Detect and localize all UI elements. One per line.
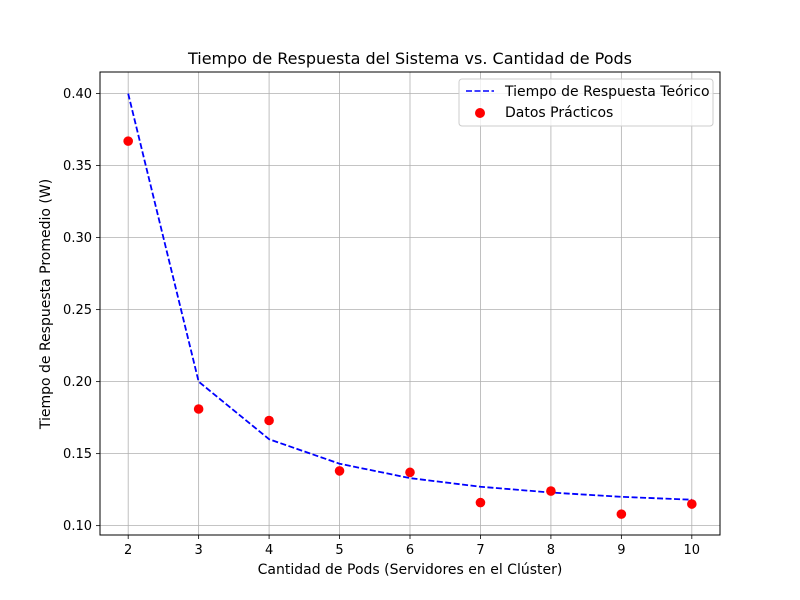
y-tick-label: 0.25 <box>63 303 92 318</box>
practical-point <box>264 415 274 426</box>
x-tick-label: 10 <box>684 543 701 558</box>
x-tick-label: 5 <box>335 543 343 558</box>
x-tick-label: 7 <box>476 543 484 558</box>
y-tick-label: 0.15 <box>63 447 92 462</box>
chart-title: Tiempo de Respuesta del Sistema vs. Cant… <box>187 49 632 68</box>
practical-point <box>334 466 345 476</box>
legend-marker-swatch <box>475 108 485 118</box>
practical-point <box>405 467 415 478</box>
x-tick-label: 6 <box>406 543 414 558</box>
ticks: 2 3 4 5 6 7 8 9 10 0.10 0.15 0.20 0.25 0.30 0.35 0.40 <box>63 87 700 558</box>
legend-label-practical: Datos Prácticos <box>505 105 613 121</box>
y-tick-label: 0.30 <box>63 231 92 246</box>
practical-point <box>687 499 697 509</box>
series-layer <box>123 93 697 519</box>
x-tick-label: 8 <box>547 543 555 558</box>
grid <box>100 72 720 535</box>
practical-point <box>616 509 627 519</box>
practical-point <box>546 486 556 496</box>
x-tick-label: 3 <box>194 543 202 558</box>
practical-point <box>123 136 133 146</box>
legend-label-theoretical: Tiempo de Respuesta Teórico <box>504 84 710 100</box>
x-tick-label: 2 <box>124 543 132 558</box>
y-tick-label: 0.10 <box>63 519 92 534</box>
practical-point <box>475 497 486 508</box>
legend: Tiempo de Respuesta Teórico Datos Prácti… <box>458 78 714 127</box>
x-tick-label: 9 <box>617 543 625 558</box>
y-axis-label: Tiempo de Respuesta Promedio (W) <box>38 179 54 430</box>
series-line-theoretical <box>127 93 692 501</box>
x-tick-label: 4 <box>265 543 273 558</box>
practical-point <box>193 404 204 414</box>
y-tick-label: 0.20 <box>63 375 92 390</box>
x-axis-label: Cantidad de Pods (Servidores en el Clúst… <box>258 562 563 578</box>
y-tick-label: 0.35 <box>63 159 92 174</box>
legend-box <box>458 78 714 127</box>
y-tick-label: 0.40 <box>63 87 92 102</box>
